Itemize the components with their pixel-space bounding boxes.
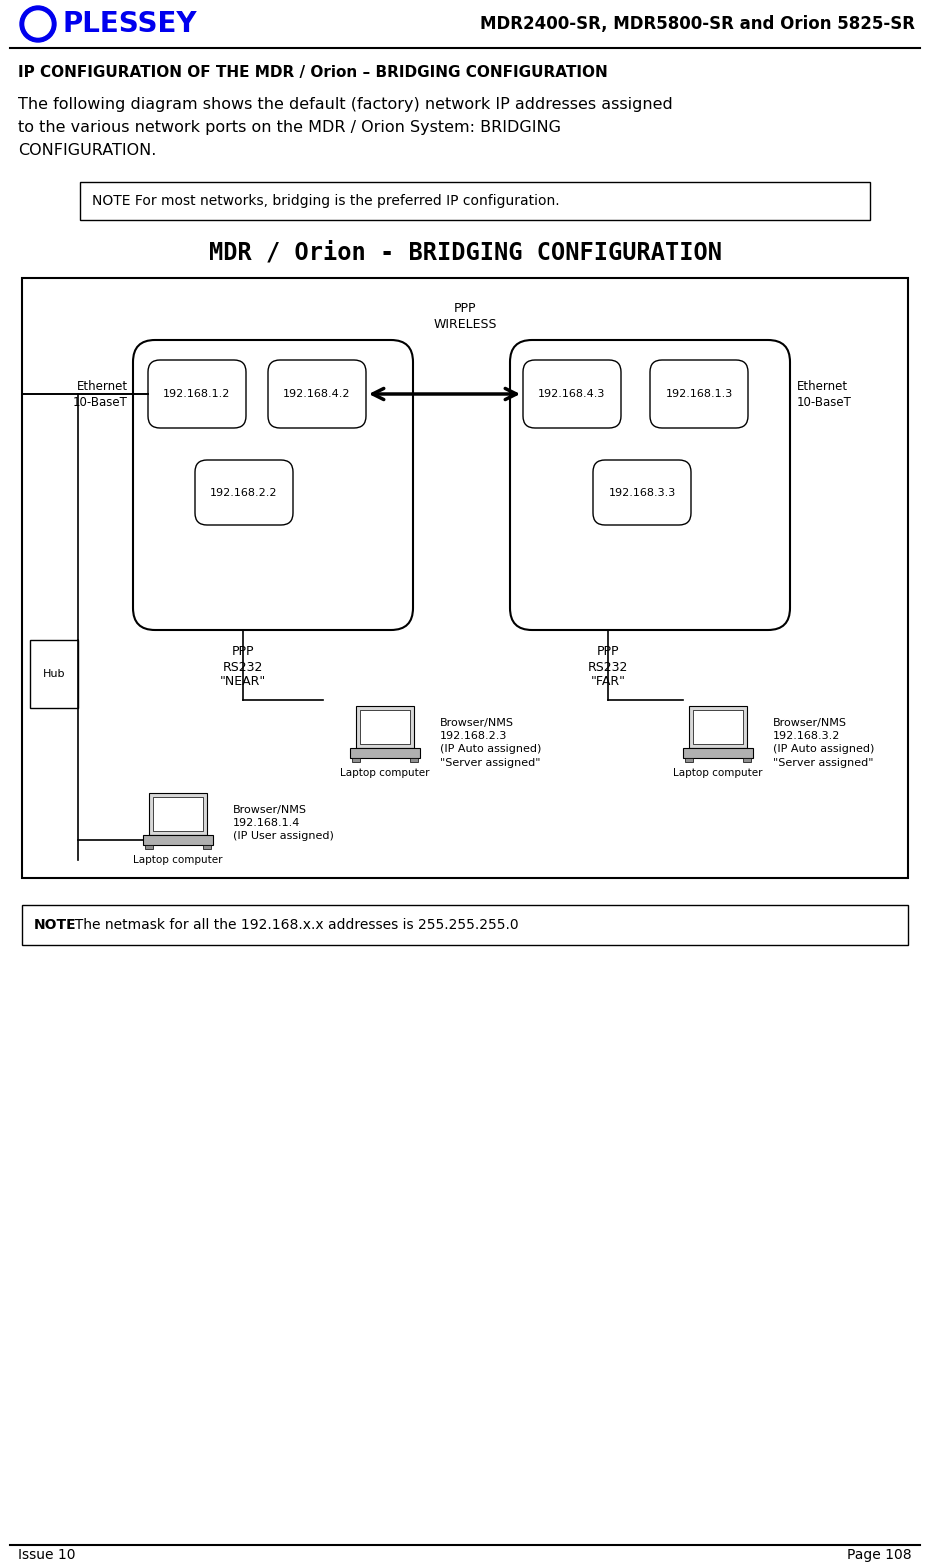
Text: Ethernet
10-BaseT: Ethernet 10-BaseT <box>73 379 128 409</box>
Text: Browser/NMS
192.168.1.4
(IP User assigned): Browser/NMS 192.168.1.4 (IP User assigne… <box>233 805 334 841</box>
Text: Browser/NMS
192.168.3.2
(IP Auto assigned)
"Server assigned": Browser/NMS 192.168.3.2 (IP Auto assigne… <box>773 717 874 767</box>
FancyBboxPatch shape <box>523 360 621 428</box>
Text: CONFIGURATION.: CONFIGURATION. <box>18 143 156 158</box>
Bar <box>80 182 870 219</box>
Circle shape <box>25 11 51 38</box>
Bar <box>352 758 360 763</box>
Text: Browser/NMS
192.168.2.3
(IP Auto assigned)
"Server assigned": Browser/NMS 192.168.2.3 (IP Auto assigne… <box>440 717 541 767</box>
FancyBboxPatch shape <box>650 360 748 428</box>
Bar <box>203 846 211 849</box>
Text: Laptop computer: Laptop computer <box>340 767 430 778</box>
Bar <box>693 709 743 744</box>
Text: Issue 10: Issue 10 <box>18 1549 75 1561</box>
FancyBboxPatch shape <box>268 360 366 428</box>
Text: PPP
WIRELESS: PPP WIRELESS <box>433 302 497 330</box>
Bar <box>689 706 747 749</box>
Circle shape <box>20 6 56 42</box>
Bar <box>350 749 420 758</box>
Text: "FAR": "FAR" <box>591 675 626 687</box>
Text: PLESSEY: PLESSEY <box>62 9 196 38</box>
Text: The netmask for all the 192.168.x.x addresses is 255.255.255.0: The netmask for all the 192.168.x.x addr… <box>66 918 519 932</box>
Text: PPP
RS232: PPP RS232 <box>588 645 628 673</box>
Text: 192.168.3.3: 192.168.3.3 <box>608 489 675 498</box>
Text: "NEAR": "NEAR" <box>219 675 266 687</box>
Bar <box>145 846 153 849</box>
Bar <box>30 640 78 708</box>
FancyBboxPatch shape <box>148 360 246 428</box>
FancyBboxPatch shape <box>195 460 293 525</box>
Text: Hub: Hub <box>43 669 65 680</box>
Bar <box>22 279 908 879</box>
FancyBboxPatch shape <box>133 340 413 630</box>
Bar <box>356 706 414 749</box>
Text: Laptop computer: Laptop computer <box>133 855 223 864</box>
Text: Laptop computer: Laptop computer <box>673 767 763 778</box>
Text: IP CONFIGURATION OF THE MDR / Orion – BRIDGING CONFIGURATION: IP CONFIGURATION OF THE MDR / Orion – BR… <box>18 66 607 80</box>
Bar <box>22 905 908 944</box>
Bar <box>683 749 753 758</box>
Bar <box>743 758 751 763</box>
Circle shape <box>29 16 47 33</box>
Text: NOTE: NOTE <box>34 918 76 932</box>
Bar <box>685 758 693 763</box>
Bar <box>149 792 207 835</box>
Bar <box>143 835 213 846</box>
Bar <box>153 797 203 832</box>
Text: MDR / Orion - BRIDGING CONFIGURATION: MDR / Orion - BRIDGING CONFIGURATION <box>208 240 722 265</box>
Text: to the various network ports on the MDR / Orion System: BRIDGING: to the various network ports on the MDR … <box>18 121 561 135</box>
Text: 192.168.4.2: 192.168.4.2 <box>284 388 351 399</box>
Text: MDR2400-SR, MDR5800-SR and Orion 5825-SR: MDR2400-SR, MDR5800-SR and Orion 5825-SR <box>480 16 915 33</box>
Bar <box>360 709 410 744</box>
FancyBboxPatch shape <box>593 460 691 525</box>
Text: NOTE For most networks, bridging is the preferred IP configuration.: NOTE For most networks, bridging is the … <box>92 194 560 208</box>
Text: PPP
RS232: PPP RS232 <box>223 645 263 673</box>
Text: Page 108: Page 108 <box>847 1549 912 1561</box>
Text: ∼: ∼ <box>33 17 44 31</box>
Text: 192.168.1.2: 192.168.1.2 <box>164 388 231 399</box>
Text: The following diagram shows the default (factory) network IP addresses assigned: The following diagram shows the default … <box>18 97 672 113</box>
FancyBboxPatch shape <box>510 340 790 630</box>
Text: 192.168.2.2: 192.168.2.2 <box>210 489 278 498</box>
Bar <box>410 758 418 763</box>
Text: Ethernet
10-BaseT: Ethernet 10-BaseT <box>797 379 852 409</box>
Text: 192.168.1.3: 192.168.1.3 <box>665 388 733 399</box>
Text: 192.168.4.3: 192.168.4.3 <box>538 388 605 399</box>
